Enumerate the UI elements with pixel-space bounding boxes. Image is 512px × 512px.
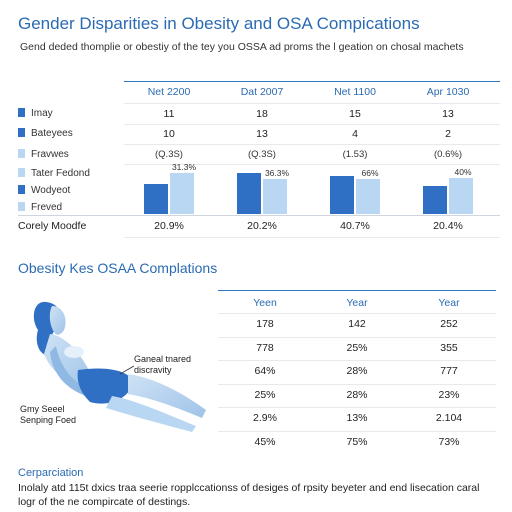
bar-data-label: 40%	[454, 167, 472, 177]
table-cell: 778	[256, 341, 274, 354]
table-cell: 25%	[346, 341, 368, 354]
divider	[218, 360, 496, 361]
bar	[356, 179, 380, 214]
page-title: Gender Disparities in Obesity and OSA Co…	[18, 14, 420, 33]
column-header: Net 2200	[147, 86, 191, 98]
table-cell: 13%	[346, 412, 368, 424]
table-cell: 75%	[346, 435, 368, 448]
table-cell: (0.6%)	[434, 149, 462, 160]
legend-swatch	[18, 149, 25, 158]
divider	[124, 103, 500, 104]
bar	[237, 173, 261, 214]
divider	[124, 164, 500, 165]
header-rule	[124, 81, 500, 82]
column-header: Yeen	[253, 297, 277, 309]
table-cell: 13	[256, 128, 268, 140]
table-cell: 73%	[438, 435, 460, 448]
bar	[170, 173, 194, 214]
table-cell: 18	[256, 108, 268, 120]
legend-swatch	[18, 168, 25, 177]
legend-swatch	[18, 202, 25, 211]
bar-data-label: 31.3%	[171, 162, 197, 172]
divider	[218, 383, 496, 385]
reclining-figure-illustration	[33, 301, 206, 432]
table-cell: 2.104	[435, 412, 463, 424]
footer-value: 40.7%	[340, 220, 370, 232]
footer-value: 20.9%	[154, 220, 184, 232]
column-header: Year	[346, 297, 368, 309]
table-cell: (Q.3S)	[155, 149, 183, 160]
divider	[124, 124, 500, 125]
row-label: Fravwes	[18, 149, 69, 160]
table-cell: 2.9%	[253, 412, 277, 424]
table-cell: (1.53)	[342, 149, 368, 160]
bar	[144, 184, 168, 214]
bar-plot-area: 31.3% 36.3% 66% 40%	[124, 162, 500, 214]
column-header: Year	[438, 297, 460, 309]
figure-label-top: Ganeal tnared discravity	[134, 354, 192, 375]
legend-swatch	[18, 108, 25, 117]
table-cell: (Q.3S)	[248, 149, 276, 160]
row-label: Bateyees	[18, 128, 73, 139]
table-cell: 4	[352, 128, 358, 140]
table-cell: 11	[163, 108, 175, 120]
table-cell: 64%	[254, 365, 276, 377]
divider	[218, 430, 496, 432]
table-cell: 25%	[254, 388, 276, 401]
bar	[263, 179, 287, 214]
table-cell: 10	[163, 128, 175, 140]
table-cell: 45%	[254, 435, 276, 448]
table-cell: 178	[256, 318, 274, 330]
legend-swatch	[18, 185, 25, 194]
table-cell: 142	[348, 318, 366, 330]
table-cell: 252	[440, 318, 458, 330]
divider	[124, 144, 500, 145]
bar-data-label: 66%	[361, 168, 379, 178]
bar	[423, 186, 447, 214]
divider	[218, 313, 496, 314]
divider	[124, 237, 500, 238]
bar	[330, 176, 354, 214]
bar	[449, 178, 473, 214]
footer-text: Inolaly atd 115t dxics traa seerie roppl…	[18, 482, 480, 508]
table-cell: 15	[349, 108, 361, 120]
row-label: Imay	[18, 108, 53, 119]
footer-value: 20.2%	[247, 220, 277, 232]
legend-item: Wodyeot	[18, 185, 70, 196]
table-cell: 355	[440, 341, 458, 354]
table-cell: 13	[442, 108, 454, 120]
footer-value: 20.4%	[433, 220, 463, 232]
legend-item: Freved	[18, 202, 62, 213]
table-cell: 28%	[346, 365, 368, 377]
table-cell: 777	[440, 365, 458, 377]
legend-swatch	[18, 128, 25, 137]
column-header: Dat 2007	[240, 86, 284, 98]
section-title: Obesity Kes OSAA Complations	[18, 260, 218, 276]
table-cell: 28%	[346, 388, 368, 401]
column-header: Net 1100	[334, 86, 376, 98]
figure-label-bottom: Gmy Seeel Senping Foed	[20, 404, 77, 425]
footer-row-label: Corely Moodfe	[18, 220, 87, 232]
header-rule	[218, 290, 496, 291]
table-cell: 23%	[438, 388, 460, 401]
footer-title: Cerparciation	[18, 467, 84, 479]
bar-data-label: 36.3%	[264, 168, 290, 178]
divider	[18, 215, 500, 216]
column-header: Apr 1030	[426, 86, 470, 98]
table-cell: 2	[445, 128, 451, 140]
divider	[218, 407, 496, 408]
legend-item: Tater Fedond	[18, 168, 90, 179]
divider	[218, 336, 496, 338]
page-subtitle: Gend deded thomplie or obestiy of the te…	[20, 41, 464, 53]
